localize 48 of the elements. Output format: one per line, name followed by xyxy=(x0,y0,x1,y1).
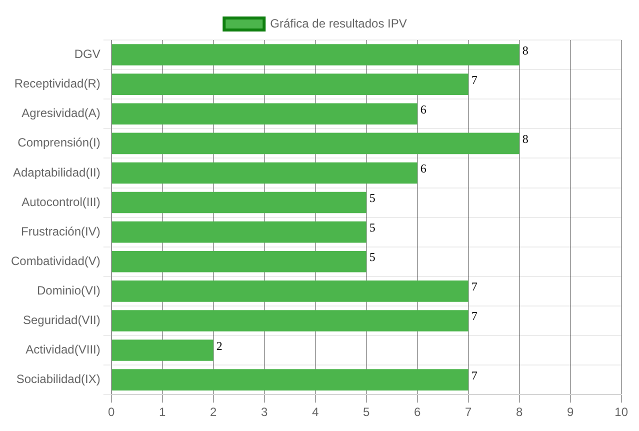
x-tick-label: 0 xyxy=(108,405,116,420)
x-tick-label: 9 xyxy=(566,405,574,420)
legend-label: Gráfica de resultados IPV xyxy=(270,16,407,30)
data-label: 6 xyxy=(420,161,426,176)
y-tick-label: Sociabilidad(IX) xyxy=(16,372,100,386)
data-label: 6 xyxy=(420,102,426,116)
bar xyxy=(112,369,468,390)
y-tick-label: Autocontrol(III) xyxy=(22,194,100,209)
y-tick-label: Seguridad(VII) xyxy=(22,313,100,328)
data-label: 7 xyxy=(471,309,478,324)
x-tick-label: 6 xyxy=(414,405,421,420)
y-tick-label: DGV xyxy=(74,47,100,62)
data-label: 7 xyxy=(471,72,478,87)
bar xyxy=(112,44,520,66)
data-label: 7 xyxy=(471,280,478,294)
bar xyxy=(112,250,366,272)
y-tick-label: Dominio(VI) xyxy=(37,283,100,298)
data-label: 5 xyxy=(369,220,376,235)
x-tick-label: 5 xyxy=(363,405,370,420)
x-tick-label: 3 xyxy=(261,405,268,420)
bar xyxy=(112,280,468,302)
data-label: 5 xyxy=(369,250,376,264)
x-tick-label: 10 xyxy=(614,405,628,420)
y-tick-label: Combatividad(V) xyxy=(10,254,100,268)
bar xyxy=(112,132,520,154)
x-tick-label: 1 xyxy=(159,405,166,420)
data-label: 2 xyxy=(216,338,222,353)
y-tick-label: Adaptabilidad(II) xyxy=(12,165,100,180)
y-tick-label: Actividad(VIII) xyxy=(26,342,100,357)
x-tick-label: 4 xyxy=(312,405,320,420)
y-tick-label: Frustración(IV) xyxy=(21,224,100,238)
bar xyxy=(112,221,366,243)
x-tick-label: 8 xyxy=(516,405,523,420)
bar xyxy=(112,74,468,95)
bar xyxy=(112,162,418,184)
data-label: 8 xyxy=(522,132,528,146)
bar xyxy=(112,340,214,361)
data-label: 7 xyxy=(471,368,478,382)
data-label: 8 xyxy=(522,43,528,58)
x-tick-label: 7 xyxy=(464,405,472,420)
bar xyxy=(112,103,418,125)
data-label: 5 xyxy=(369,191,376,206)
bar xyxy=(112,192,366,214)
y-tick-label: Agresividad(A) xyxy=(22,106,100,120)
bar xyxy=(112,310,468,332)
x-tick-label: 2 xyxy=(210,405,218,420)
y-tick-label: Receptividad(R) xyxy=(14,76,100,91)
y-tick-label: Comprensión(I) xyxy=(18,136,100,150)
